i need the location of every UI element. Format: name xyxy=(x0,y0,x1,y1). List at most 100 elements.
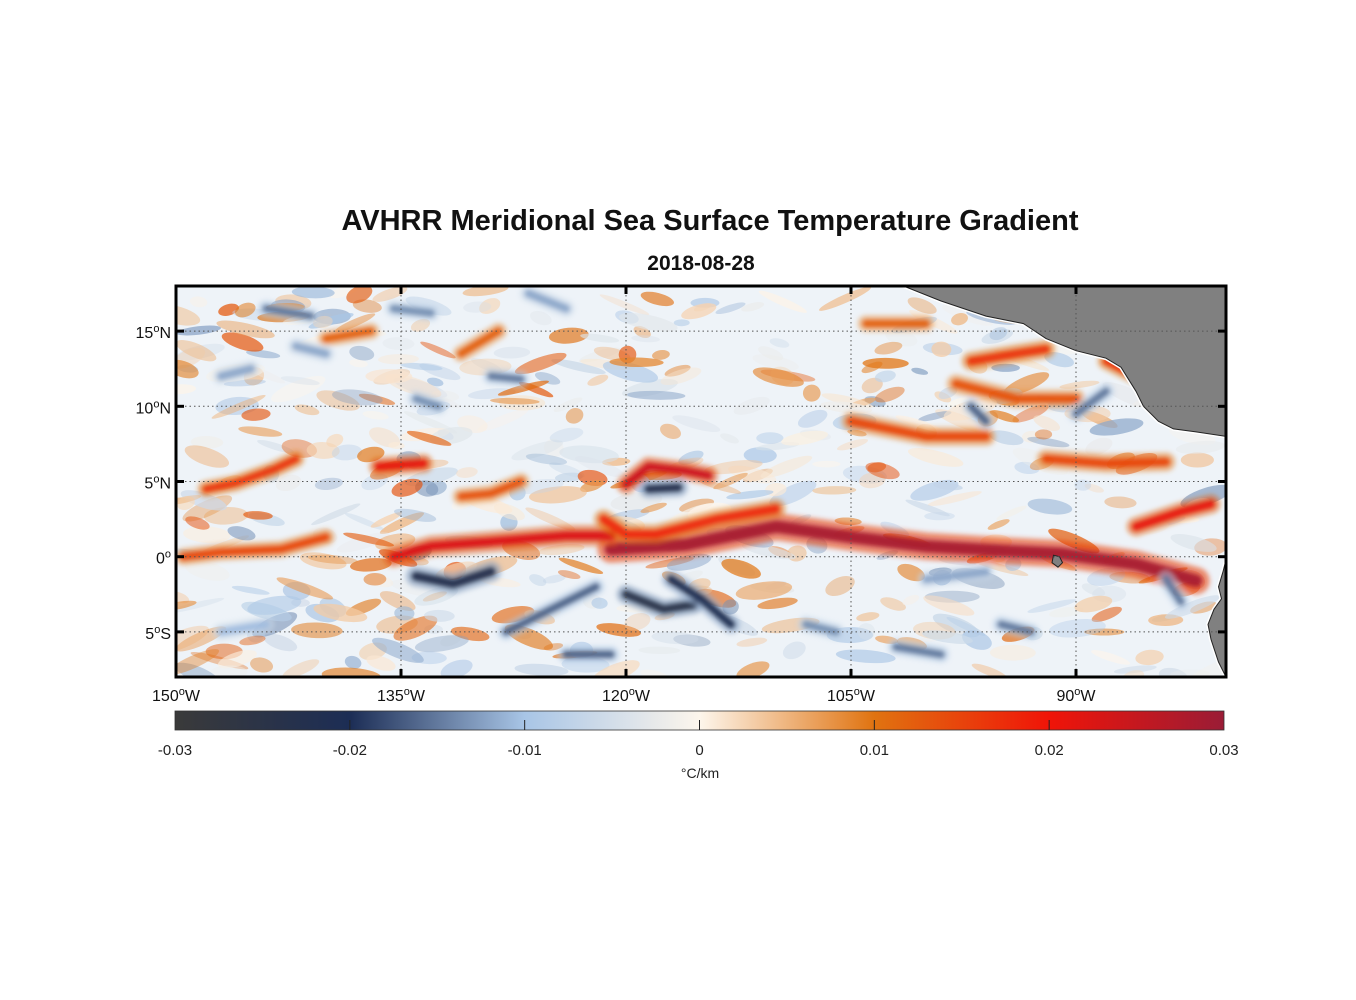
texture-patch xyxy=(638,646,681,655)
texture-patch xyxy=(942,305,994,326)
texture-patch xyxy=(176,343,225,361)
map-subtitle-date: 2018-08-28 xyxy=(647,252,755,275)
texture-patch xyxy=(752,367,804,387)
warm-front xyxy=(322,327,375,343)
texture-patch xyxy=(741,302,765,312)
texture-patch xyxy=(311,503,361,526)
cold-front xyxy=(502,582,600,636)
texture-patch xyxy=(382,337,415,350)
texture-patch xyxy=(651,631,699,645)
texture-patch xyxy=(344,655,362,669)
texture-patch xyxy=(715,302,746,315)
texture-patch xyxy=(479,298,501,314)
texture-patch xyxy=(769,338,790,348)
texture-patch xyxy=(468,388,516,400)
texture-patch xyxy=(981,329,1014,344)
latitude-label: 5oN xyxy=(144,474,171,493)
cold-front xyxy=(292,342,330,358)
texture-patch xyxy=(525,507,576,531)
texture-patch xyxy=(332,389,383,406)
warm-front xyxy=(621,462,713,489)
texture-patch xyxy=(529,310,552,326)
texture-patch xyxy=(672,415,721,433)
texture-patch xyxy=(362,410,389,420)
texture-patch xyxy=(861,377,883,394)
texture-patch xyxy=(922,630,973,644)
texture-patch xyxy=(282,659,320,677)
cold-front xyxy=(217,620,270,636)
texture-patch xyxy=(720,433,739,444)
texture-patch xyxy=(660,423,681,439)
colorbar-tick-label: -0.01 xyxy=(508,742,542,759)
colorbar-tick-label: 0.02 xyxy=(1035,742,1064,759)
texture-patch xyxy=(184,560,230,581)
texture-patch xyxy=(825,576,855,597)
texture-patch xyxy=(393,615,438,641)
warm-front xyxy=(846,416,991,441)
texture-patch xyxy=(176,649,220,675)
texture-patch xyxy=(619,313,678,332)
texture-patch xyxy=(176,384,196,395)
longitude-label: 135oW xyxy=(377,686,426,705)
texture-patch xyxy=(704,460,763,475)
texture-patch xyxy=(183,526,231,543)
texture-patch xyxy=(372,286,408,302)
texture-patch xyxy=(735,581,793,600)
texture-patch xyxy=(313,603,368,623)
texture-patch xyxy=(554,472,583,482)
texture-patch xyxy=(933,482,963,491)
texture-patch xyxy=(316,390,360,411)
texture-patch xyxy=(758,290,807,313)
texture-patch xyxy=(874,341,903,355)
texture-patch xyxy=(951,313,968,326)
texture-patch xyxy=(996,505,1027,520)
texture-patch xyxy=(231,585,270,595)
texture-patch xyxy=(246,349,281,359)
texture-patch xyxy=(424,609,455,622)
texture-patch xyxy=(818,286,872,311)
texture-patch xyxy=(626,390,686,400)
texture-patch xyxy=(1084,483,1104,493)
texture-patch xyxy=(427,377,444,387)
texture-patch xyxy=(394,606,415,621)
texture-patch xyxy=(1027,498,1073,515)
cold-front xyxy=(644,483,683,494)
texture-patch xyxy=(422,591,447,602)
texture-patch xyxy=(596,623,641,637)
texture-patch xyxy=(1091,650,1131,665)
texture-patch xyxy=(291,622,343,639)
colorbar-tick-label: -0.02 xyxy=(333,742,367,759)
texture-patch xyxy=(989,430,1024,446)
texture-patch xyxy=(578,347,621,363)
texture-patch xyxy=(1012,404,1049,423)
texture-patch xyxy=(1104,496,1137,509)
texture-patch xyxy=(239,635,266,646)
texture-patch xyxy=(306,442,340,459)
texture-patch xyxy=(363,572,387,586)
cold-front xyxy=(892,642,945,659)
texture-patch xyxy=(211,394,266,419)
land-masses xyxy=(901,286,1226,677)
texture-patch xyxy=(511,440,564,461)
cold-front xyxy=(922,567,990,584)
texture-patch xyxy=(379,591,416,611)
texture-patch xyxy=(184,445,230,468)
texture-patch xyxy=(370,512,402,528)
colorbar: -0.03 -0.02 -0.01 0 0.01 0.02 0.03 °C/km xyxy=(158,710,1239,781)
texture-patch xyxy=(420,341,456,359)
texture-patch xyxy=(493,503,525,521)
map-title: AVHRR Meridional Sea Surface Temperature… xyxy=(341,205,1079,237)
texture-patch xyxy=(1113,665,1157,674)
texture-patch xyxy=(1027,599,1077,613)
texture-patch xyxy=(673,319,690,327)
texture-patch xyxy=(400,362,443,371)
latitude-label: 10oN xyxy=(136,398,171,417)
warm-front xyxy=(388,530,616,562)
texture-patch xyxy=(836,438,869,451)
texture-patch xyxy=(640,291,675,307)
cold-front xyxy=(1162,575,1185,606)
texture-patch xyxy=(757,597,798,610)
texture-patch xyxy=(862,357,909,369)
texture-patch xyxy=(880,597,906,611)
